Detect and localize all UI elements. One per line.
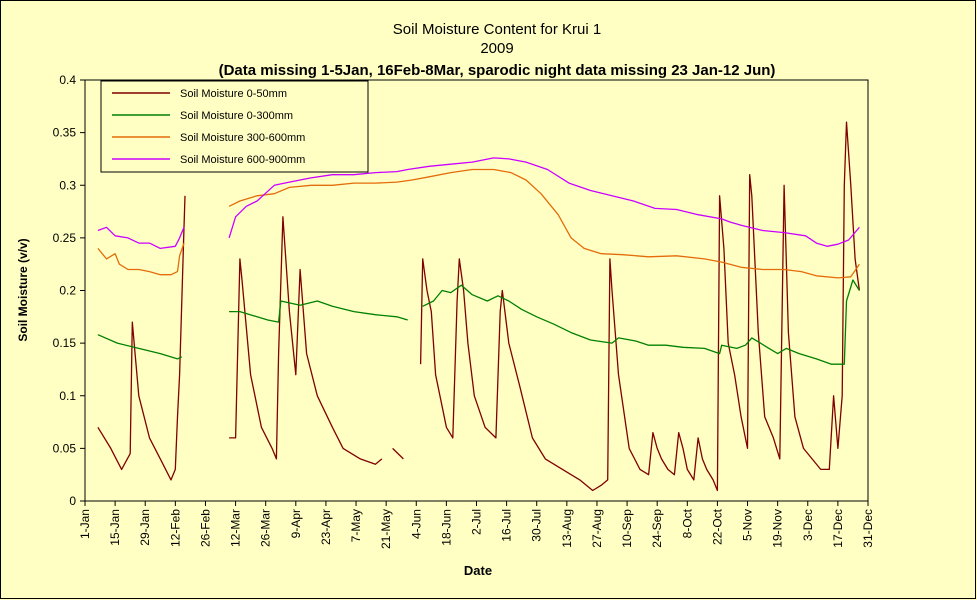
y-axis: 0 0.05 0.1 0.15 0.2 0.25 0.3 0.35 0.4 [53, 73, 85, 508]
y-tick-label: 0.15 [53, 336, 77, 350]
x-tick-label: 2-Jul [470, 509, 484, 535]
x-tick-label: 26-Feb [198, 509, 212, 547]
x-tick-label: 15-Jan [108, 509, 122, 546]
y-axis-label: Soil Moisture (v/v) [16, 238, 30, 341]
chart-title: Soil Moisture Content for Krui 1 [393, 21, 601, 38]
x-tick-label: 19-Nov [771, 509, 785, 548]
x-tick-label: 26-Mar [259, 509, 273, 547]
chart-note: (Data missing 1-5Jan, 16Feb-8Mar, sparod… [219, 62, 776, 79]
legend-label: Soil Moisture 0-300mm [180, 110, 293, 122]
y-tick-label: 0.3 [59, 178, 76, 192]
x-tick-label: 5-Nov [741, 509, 755, 541]
series-line-0 [97, 121, 861, 492]
y-tick-label: 0.2 [59, 284, 76, 298]
legend-label: Soil Moisture 300-600mm [180, 132, 305, 144]
x-tick-label: 18-Jun [439, 509, 453, 546]
x-tick-label: 31-Dec [861, 509, 875, 548]
x-axis: 1-Jan 15-Jan 29-Jan 12-Feb 26-Feb 12-Mar 26-Ma… [78, 501, 875, 549]
x-tick-label: 4-Jun [409, 509, 423, 539]
y-tick-label: 0.05 [53, 441, 77, 455]
x-tick-label: 21-May [379, 509, 393, 549]
y-tick-label: 0.4 [59, 73, 76, 87]
x-tick-label: 16-Jul [500, 509, 514, 542]
x-tick-label: 3-Dec [801, 509, 815, 541]
legend-box [100, 80, 369, 173]
y-tick-label: 0.1 [59, 389, 76, 403]
y-tick-label: 0 [69, 494, 76, 508]
series-line-1 [97, 279, 860, 365]
x-tick-label: 1-Jan [78, 509, 92, 539]
x-tick-label: 24-Sep [650, 509, 664, 548]
x-tick-label: 10-Sep [620, 509, 634, 548]
x-tick-label: 12-Feb [168, 509, 182, 547]
x-tick-label: 13-Aug [560, 509, 574, 548]
series-line-3 [97, 157, 860, 250]
series-lines [97, 121, 861, 492]
y-tick-label: 0.35 [53, 126, 77, 140]
x-tick-label: 17-Dec [831, 509, 845, 548]
x-tick-label: 7-May [349, 509, 363, 542]
x-tick-label: 23-Apr [319, 509, 333, 545]
chart-subtitle: 2009 [480, 40, 513, 57]
series-line-2 [97, 168, 860, 279]
legend-label: Soil Moisture 600-900mm [180, 154, 305, 166]
x-tick-label: 29-Jan [138, 509, 152, 546]
legend: Soil Moisture 0-50mm Soil Moisture 0-300m… [100, 80, 369, 173]
legend-label: Soil Moisture 0-50mm [180, 88, 287, 100]
y-tick-label: 0.25 [53, 231, 77, 245]
x-tick-label: 12-Mar [229, 509, 243, 547]
x-tick-label: 22-Oct [710, 508, 724, 545]
x-tick-label: 9-Apr [289, 509, 303, 538]
x-tick-label: 8-Oct [680, 508, 694, 538]
x-tick-label: 30-Jul [530, 509, 544, 542]
x-axis-label: Date [464, 563, 492, 578]
x-tick-label: 27-Aug [590, 509, 604, 548]
